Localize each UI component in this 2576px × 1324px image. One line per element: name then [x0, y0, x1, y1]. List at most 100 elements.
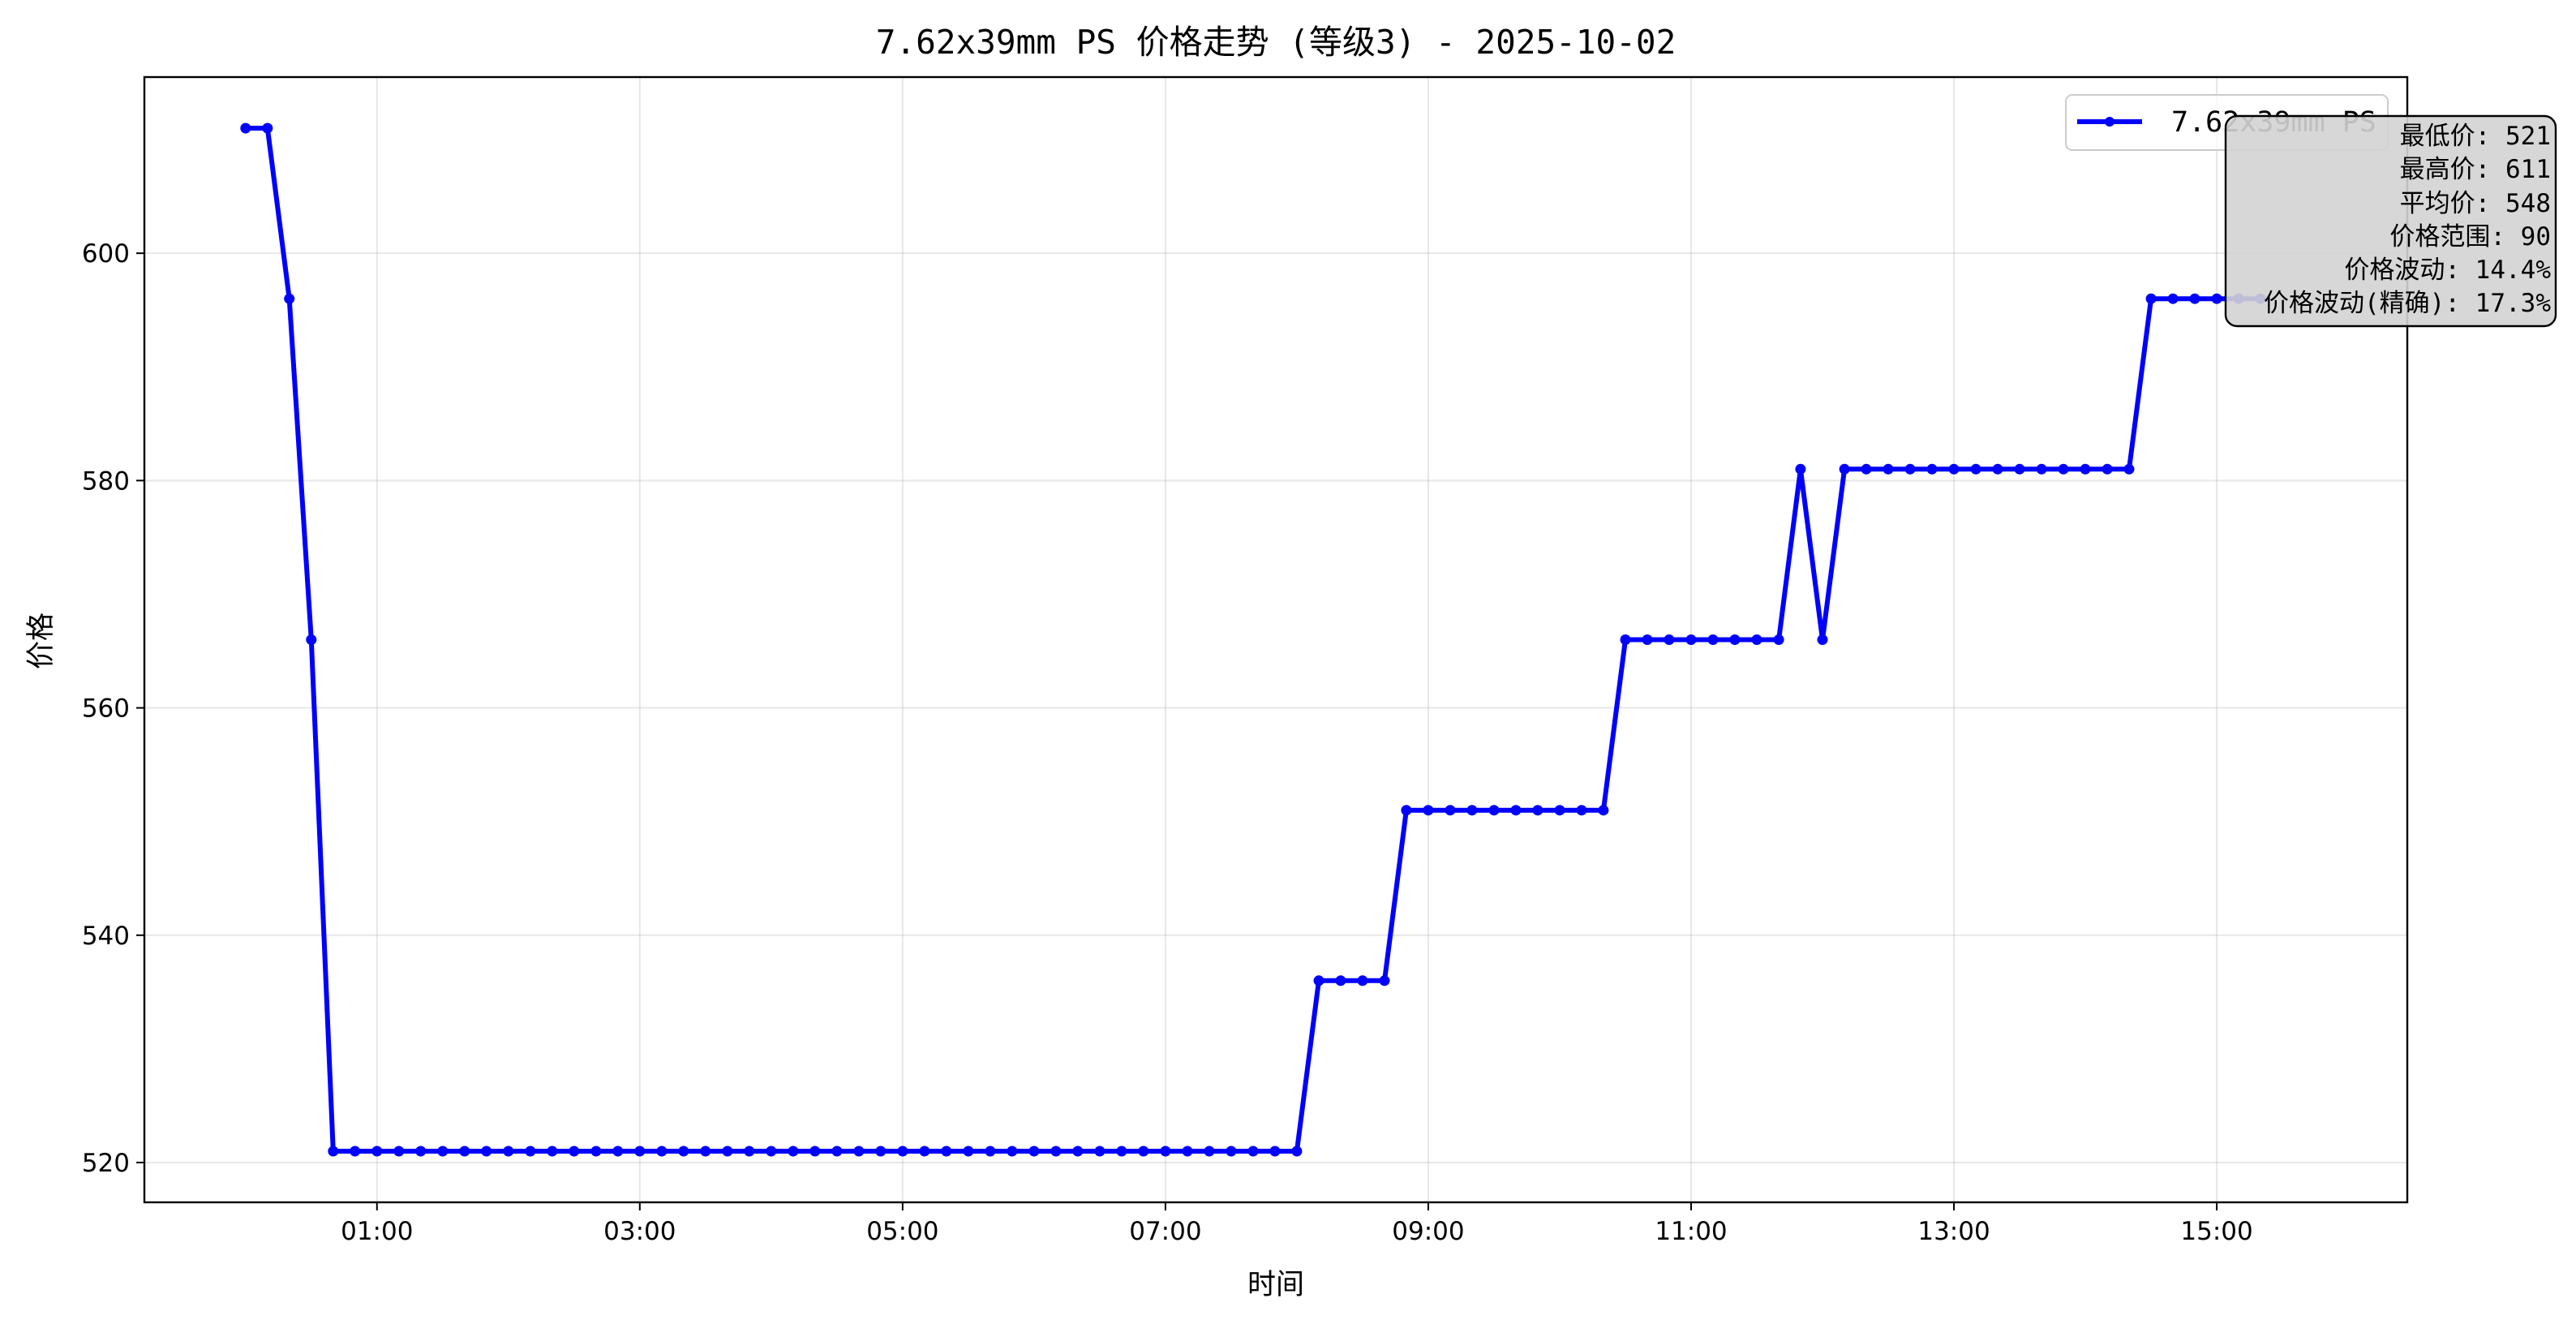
data-point — [1445, 805, 1456, 816]
data-point — [2102, 463, 2113, 475]
data-point — [1488, 805, 1500, 816]
x-tick-label: 15:00 — [2180, 1217, 2252, 1246]
x-tick-label: 09:00 — [1392, 1217, 1464, 1246]
data-point — [547, 1146, 558, 1157]
data-point — [1751, 634, 1762, 645]
data-point — [2123, 463, 2135, 475]
data-point — [941, 1146, 952, 1157]
data-point — [1028, 1146, 1040, 1157]
stats-line: 平均价: 548 — [2400, 189, 2551, 218]
data-point — [700, 1146, 711, 1157]
data-point — [2167, 293, 2179, 304]
y-tick-label: 600 — [82, 239, 130, 269]
y-tick-label: 520 — [82, 1149, 130, 1178]
data-point — [328, 1146, 339, 1157]
data-point — [2036, 463, 2047, 475]
grid-layer — [144, 77, 2407, 1202]
data-point — [437, 1146, 449, 1157]
y-axis-title: 价格 — [25, 613, 58, 669]
data-point — [2145, 293, 2157, 304]
x-tick-label: 01:00 — [341, 1217, 413, 1246]
stats-line: 价格范围: 90 — [2389, 222, 2551, 251]
tick-layer: 01:00 03:00 05:00 07:00 09:00 11:00 13:00 15:00… — [82, 239, 2253, 1246]
data-point — [985, 1146, 996, 1157]
y-tick-label: 540 — [82, 922, 130, 951]
data-point — [1992, 463, 2003, 475]
stats-box: 最低价: 521 最高价: 611 平均价: 548 价格范围: 90 价格波动… — [2224, 114, 2557, 328]
data-point — [350, 1146, 361, 1157]
data-point — [1926, 463, 1938, 475]
x-tick-label: 11:00 — [1655, 1217, 1727, 1246]
data-point — [1948, 463, 1960, 475]
data-point — [240, 123, 251, 134]
data-point — [809, 1146, 821, 1157]
x-tick-label: 13:00 — [1917, 1217, 1990, 1246]
data-point — [1904, 463, 1916, 475]
data-point — [1116, 1146, 1127, 1157]
chart-title: 7.62x39mm PS 价格走势 (等级3) - 2025-10-02 — [876, 23, 1677, 62]
data-point — [1466, 805, 1478, 816]
data-point — [1401, 805, 1412, 816]
data-point — [371, 1146, 383, 1157]
data-point — [1532, 805, 1543, 816]
data-point — [1861, 463, 1872, 475]
data-point — [1094, 1146, 1106, 1157]
data-point — [1729, 634, 1741, 645]
stats-line: 价格波动(精确): 17.3% — [2264, 289, 2551, 318]
data-point — [1773, 634, 1784, 645]
data-point — [415, 1146, 427, 1157]
data-point — [1598, 805, 1609, 816]
data-point — [2014, 463, 2025, 475]
x-tick-label: 03:00 — [603, 1217, 676, 1246]
data-point — [919, 1146, 930, 1157]
data-point — [1685, 634, 1697, 645]
stats-box-background — [2224, 114, 2557, 328]
data-point — [1182, 1146, 1193, 1157]
data-point — [1883, 463, 1894, 475]
data-point — [1072, 1146, 1084, 1157]
data-point — [831, 1146, 843, 1157]
data-point — [1138, 1146, 1149, 1157]
data-point — [1050, 1146, 1062, 1157]
data-point — [1007, 1146, 1018, 1157]
data-point — [1620, 634, 1631, 645]
data-point — [393, 1146, 405, 1157]
data-point — [1423, 805, 1434, 816]
stats-line: 价格波动: 14.4% — [2344, 256, 2551, 285]
x-tick-label: 07:00 — [1129, 1217, 1201, 1246]
data-point — [766, 1146, 777, 1157]
series-line — [245, 126, 2260, 1154]
data-point — [1204, 1146, 1215, 1157]
data-point — [1313, 975, 1324, 987]
legend-marker-swatch — [2105, 117, 2114, 127]
data-point — [744, 1146, 755, 1157]
data-point — [284, 293, 295, 304]
data-point — [1247, 1146, 1259, 1157]
data-point — [963, 1146, 974, 1157]
data-point — [1357, 975, 1368, 987]
stats-line: 最低价: 521 — [2400, 122, 2551, 151]
series-layer — [240, 123, 2266, 1157]
data-point — [1335, 975, 1346, 987]
x-axis-title: 时间 — [1247, 1269, 1304, 1301]
data-point — [1554, 805, 1565, 816]
y-tick-label: 560 — [82, 694, 130, 724]
data-point — [1817, 634, 1828, 645]
data-point — [1970, 463, 1981, 475]
data-point — [1379, 975, 1390, 987]
data-point — [503, 1146, 514, 1157]
data-point — [1576, 805, 1587, 816]
data-point — [1160, 1146, 1171, 1157]
data-point — [2058, 463, 2069, 475]
data-point — [853, 1146, 865, 1157]
data-point — [1291, 1146, 1303, 1157]
data-point — [1269, 1146, 1281, 1157]
data-point — [897, 1146, 908, 1157]
data-point — [569, 1146, 580, 1157]
data-point — [612, 1146, 624, 1157]
data-point — [1510, 805, 1522, 816]
data-point — [656, 1146, 668, 1157]
data-point — [678, 1146, 689, 1157]
y-tick-label: 580 — [82, 466, 130, 496]
data-point — [1795, 463, 1806, 475]
